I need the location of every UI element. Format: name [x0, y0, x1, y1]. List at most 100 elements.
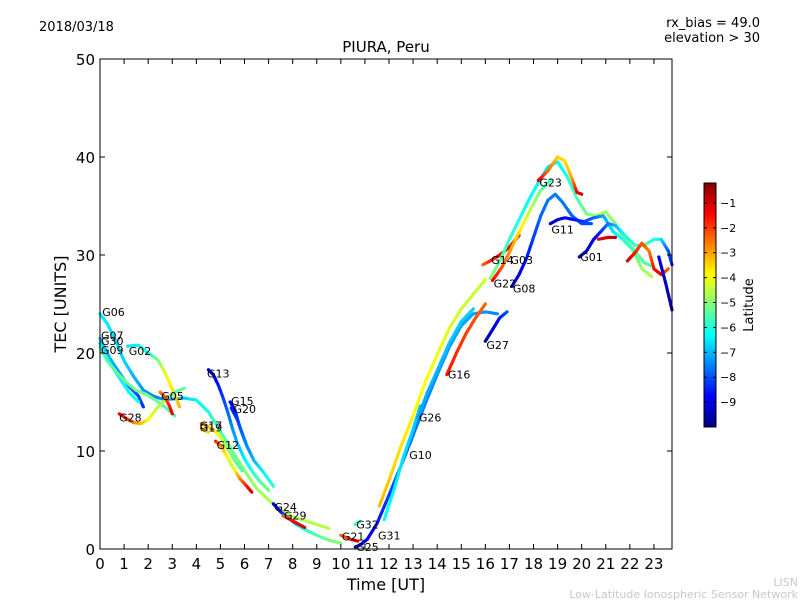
colorbar-label: Latitude [742, 278, 757, 332]
colorbar-tick-label: −4 [720, 272, 736, 285]
satellite-label-g15: G15 [231, 395, 254, 408]
satellite-label-g19: G19 [200, 421, 223, 434]
series-g29 [281, 514, 307, 530]
colorbar-tick-label: −7 [720, 346, 736, 359]
series-g17 [199, 422, 244, 473]
satellite-label-g23: G23 [539, 176, 562, 189]
data-point [250, 490, 254, 494]
satellite-label-g08: G08 [513, 282, 536, 295]
satellite-label-g03: G03 [510, 254, 533, 267]
satellite-label-g25: G25 [356, 541, 379, 554]
satellite-label-g01: G01 [580, 251, 603, 264]
data-point [240, 469, 244, 473]
x-axis-label: Time [UT] [346, 575, 425, 594]
x-tick-label: 22 [620, 555, 639, 573]
colorbar-tick-label: −9 [720, 396, 736, 409]
x-tick-label: 19 [548, 555, 567, 573]
satellite-label-g10: G10 [409, 449, 432, 462]
data-point [245, 444, 249, 448]
x-tick-label: 13 [404, 555, 423, 573]
satellite-label-g20: G20 [233, 403, 256, 416]
y-tick-label: 40 [76, 149, 95, 167]
data-point [339, 541, 343, 545]
data-point [548, 178, 552, 183]
series-unlabeled-32 [657, 255, 674, 312]
series-g27 [483, 310, 509, 343]
colorbar-tick-label: −6 [720, 321, 736, 334]
x-tick-label: 9 [312, 555, 322, 573]
x-tick-label: 4 [192, 555, 202, 573]
data-point [483, 277, 487, 282]
x-tick-label: 11 [355, 555, 374, 573]
x-tick-label: 21 [596, 555, 615, 573]
data-point [266, 488, 271, 492]
data-point [495, 312, 499, 316]
data-point [170, 412, 174, 416]
data-point [206, 430, 210, 434]
satellite-label-g28: G28 [119, 412, 142, 425]
satellite-label-g27: G27 [486, 339, 509, 352]
y-tick-label: 50 [76, 51, 95, 69]
data-point [666, 267, 670, 271]
x-tick-label: 3 [167, 555, 177, 573]
y-tick-label: 30 [76, 247, 95, 265]
y-axis-label: TEC [UNITS] [51, 256, 70, 354]
data-point [471, 307, 475, 311]
satellite-label-g32: G32 [356, 519, 379, 532]
satellite-label-g13: G13 [207, 368, 230, 381]
data-point [505, 310, 509, 314]
series-g13 [206, 368, 271, 492]
data-point [649, 274, 654, 279]
x-tick-label: 17 [500, 555, 519, 573]
series-g31 [377, 277, 487, 508]
satellite-label-g07: G07 [101, 329, 124, 342]
x-tick-label: 15 [452, 555, 471, 573]
data-point [177, 405, 182, 409]
date-label: 2018/03/18 [39, 20, 114, 35]
satellite-label-g31: G31 [378, 529, 401, 542]
series-g10 [382, 404, 422, 522]
x-tick-label: 14 [428, 555, 447, 573]
x-tick-label: 0 [95, 555, 105, 573]
x-tick-label: 8 [288, 555, 298, 573]
series-g16 [445, 302, 487, 377]
y-tick-label: 20 [76, 345, 95, 363]
satellite-label-g09: G09 [101, 344, 124, 357]
satellite-label-g17: G17 [200, 420, 223, 433]
satellite-label-g30: G30 [101, 335, 124, 348]
x-tick-label: 23 [644, 555, 663, 573]
data-point [613, 235, 618, 239]
satellite-label-g11: G11 [551, 224, 574, 237]
series-g19 [199, 426, 210, 434]
data-point [182, 386, 186, 390]
rx-bias-label: rx_bias = 49.0 [666, 16, 760, 31]
data-point [589, 222, 593, 226]
satellite-label-g16: G16 [448, 369, 471, 382]
y-tick-label: 10 [76, 443, 95, 461]
series-g20 [229, 406, 249, 448]
plot-frame [99, 58, 673, 550]
satellite-label-g05: G05 [161, 390, 184, 403]
series-g02 [126, 343, 182, 409]
data-point [141, 405, 145, 409]
data-point [271, 484, 276, 488]
x-tick-label: 10 [331, 555, 350, 573]
series-g12 [214, 439, 254, 494]
series-g08 [510, 192, 593, 288]
chart-title: PIURA, Peru [342, 38, 429, 56]
data-point [173, 414, 177, 418]
colorbar-tick-label: −2 [720, 222, 736, 235]
watermark-network: Low-Latitude Ionospheric Sensor Network [569, 588, 798, 600]
x-tick-label: 5 [216, 555, 226, 573]
colorbar-ticks: −1 −2 −3 −4 −5 −6 −7 −8 −9 [704, 197, 736, 409]
satellite-label-g24: G24 [274, 501, 297, 514]
colorbar-tick-label: −3 [720, 247, 736, 260]
satellite-label-g26: G26 [419, 412, 442, 425]
x-tick-label: 7 [264, 555, 274, 573]
colorbar-tick-label: −5 [720, 297, 736, 310]
data-point [303, 525, 307, 530]
